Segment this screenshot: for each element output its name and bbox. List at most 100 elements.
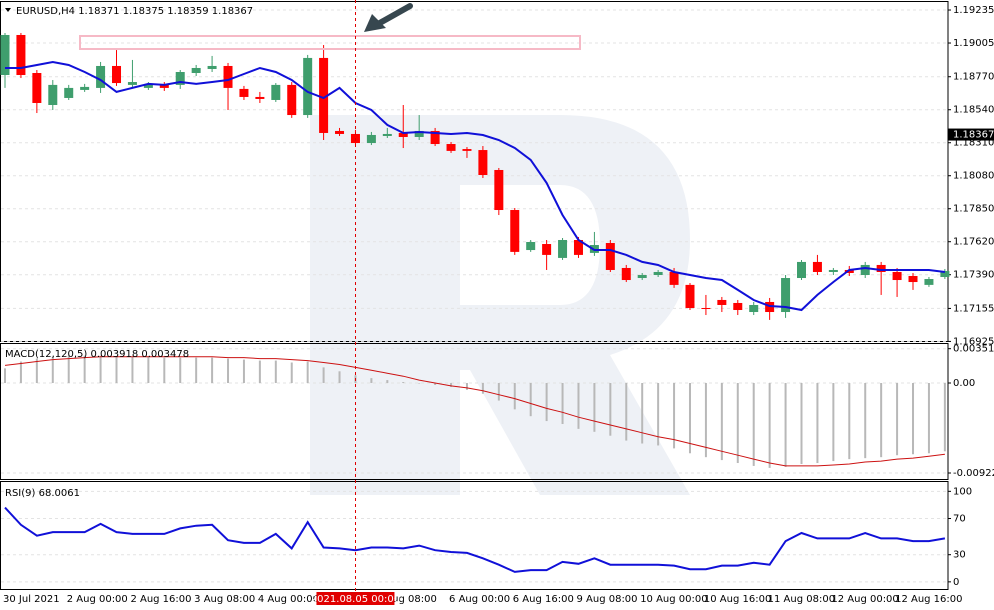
candle-body [526, 242, 536, 251]
candle-body [96, 65, 106, 88]
candle-body [717, 299, 727, 305]
candle-body [175, 71, 185, 85]
candle-body [80, 86, 90, 90]
candle-body [64, 87, 74, 98]
histogram-bar [163, 357, 166, 384]
histogram-bar [720, 383, 723, 461]
y-tick-label: 1.19005 [953, 38, 994, 49]
candle-body [653, 271, 663, 276]
y-tick-label: 0 [953, 577, 959, 588]
candle-body [159, 84, 169, 88]
histogram-bar [912, 383, 915, 455]
candle-body [542, 244, 552, 255]
candle-body [669, 271, 679, 285]
histogram-bar [880, 383, 883, 458]
panel-frame [0, 343, 949, 480]
histogram-bar [609, 383, 612, 436]
candle-body [462, 149, 472, 151]
histogram-bar [832, 383, 835, 462]
y-tick-label: 1.18770 [953, 72, 994, 83]
candle-body [446, 144, 456, 151]
y-tick-label: 30 [953, 550, 966, 561]
histogram-bar [768, 383, 771, 468]
histogram-bar [752, 383, 755, 466]
histogram-bar [290, 362, 293, 384]
panel-frame [0, 1, 949, 342]
histogram-bar [131, 356, 134, 384]
candle-body [908, 276, 918, 283]
histogram-bar [593, 383, 596, 432]
histogram-bar [35, 358, 38, 384]
y-tick-label: 1.18310 [953, 138, 994, 149]
symbol-header: EURUSD,H4 1.18371 1.18375 1.18359 1.1836… [16, 6, 253, 17]
candle-body [573, 239, 583, 255]
price-marker-box [948, 128, 994, 141]
candle-body [605, 243, 615, 270]
histogram-bar [370, 378, 373, 384]
histogram-bar [274, 360, 277, 384]
histogram-bar [51, 356, 54, 384]
candle-body [749, 304, 759, 313]
histogram-bar [736, 383, 739, 464]
macd-header: MACD(12,120,5) 0.003918 0.003478 [5, 349, 189, 360]
y-tick-label: -0.009223 [953, 468, 994, 479]
histogram-bar [258, 360, 261, 384]
candle-body [924, 279, 934, 285]
histogram-bar [848, 383, 851, 460]
candle-body [430, 130, 440, 145]
histogram-bar [99, 355, 102, 384]
candle-body [239, 88, 249, 97]
histogram-bar [83, 355, 86, 384]
histogram-bar [338, 371, 341, 384]
histogram-bar [179, 357, 182, 384]
candle-body [414, 130, 424, 137]
candle-body [733, 302, 743, 311]
histogram-bar [625, 383, 628, 441]
rsi-header: RSI(9) 68.0061 [5, 488, 80, 499]
candle-body [255, 96, 265, 99]
y-tick-label: 0.003517 [953, 344, 994, 355]
histogram-bar [943, 383, 946, 452]
histogram-bar [434, 383, 437, 385]
histogram-bar [657, 383, 660, 446]
candle-body [112, 65, 122, 84]
candle-body [127, 82, 137, 85]
histogram-bar [784, 383, 787, 467]
symbol-menu-icon[interactable] [5, 8, 11, 12]
candle-body [828, 269, 838, 272]
histogram-bar [529, 383, 532, 417]
histogram-bar [147, 356, 150, 384]
histogram-bar [927, 383, 930, 454]
histogram-bar [211, 357, 214, 384]
histogram-bar [115, 356, 118, 384]
histogram-bar [465, 383, 468, 390]
candle-body [478, 150, 488, 176]
candle-body [303, 57, 313, 116]
x-tick-label: 30 Jul 2021 [3, 594, 60, 605]
y-tick-label: 0.00 [953, 378, 975, 389]
x-tick-label: 11 Aug 08:00 [768, 594, 835, 605]
y-tick-label: 1.17155 [953, 303, 994, 314]
y-tick-label: 1.17390 [953, 270, 994, 281]
x-tick-label: 3 Aug 08:00 [194, 594, 255, 605]
candle-body [701, 307, 711, 310]
histogram-bar [418, 383, 421, 384]
candle-body [191, 67, 201, 74]
x-tick-label: 4 Aug 00:00 [258, 594, 319, 605]
candle-body [382, 133, 392, 136]
x-tick-label: 9 Aug 08:00 [576, 594, 637, 605]
candle-body [48, 84, 58, 105]
histogram-bar [673, 383, 676, 449]
histogram-bar [322, 367, 325, 384]
indicator-line [5, 60, 946, 312]
candle-body [637, 275, 647, 279]
candle-body [271, 84, 281, 100]
indicator-line [4, 506, 946, 573]
y-tick-label: 100 [953, 486, 972, 497]
candle-body [207, 65, 217, 69]
histogram-bar [513, 383, 516, 410]
candle-body [558, 239, 568, 258]
crosshair-label-box [316, 592, 395, 605]
candle-body [335, 130, 345, 134]
